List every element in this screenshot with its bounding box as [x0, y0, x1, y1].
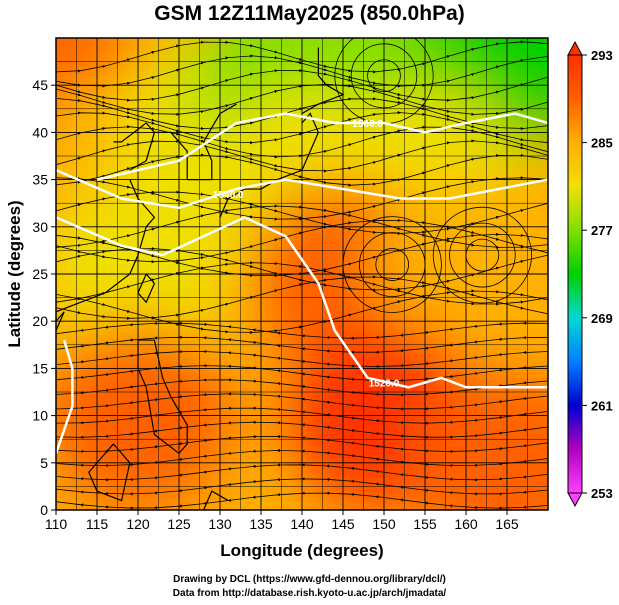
streamline-19 — [56, 349, 548, 369]
x-tick-label: 155 — [413, 516, 437, 532]
x-axis-ticks: 110 115 120 125 130 135 140 145 150 155 160 165 — [45, 510, 519, 532]
circulation-center-1-ring-1 — [359, 232, 426, 297]
colorbar-tick-label: 285 — [591, 136, 613, 151]
streamline-16 — [56, 392, 548, 411]
contour-label-1: 1540.0 — [213, 190, 244, 201]
circulation-center-1-ring-2 — [342, 216, 442, 313]
x-tick-label: 135 — [249, 516, 273, 532]
y-tick-label: 35 — [32, 172, 48, 188]
colorbar-tick-label: 277 — [591, 223, 613, 238]
y-tick-label: 0 — [40, 502, 48, 518]
colorbar: 253 261 269 277 285 293 — [567, 40, 613, 508]
plot-area: 1560.0 1540.0 1520.0 — [56, 38, 548, 510]
y-tick-label: 40 — [32, 124, 48, 140]
height-contour-0 — [96, 112, 548, 181]
wind-streamlines — [56, 38, 548, 510]
y-tick-label: 25 — [32, 266, 48, 282]
y-tick-label: 15 — [32, 360, 48, 376]
x-tick-label: 120 — [126, 516, 150, 532]
x-tick-label: 145 — [331, 516, 355, 532]
height-contours: 1560.0 1540.0 1520.0 — [56, 112, 548, 454]
y-tick-label: 45 — [32, 77, 48, 93]
credit-drawing: Drawing by DCL (https://www.gfd-dennou.o… — [173, 574, 446, 585]
streamline-15 — [56, 406, 548, 425]
streamline-18 — [56, 363, 548, 383]
y-axis-label: Latitude (degrees) — [5, 200, 24, 347]
circulation-center-0-ring-0 — [367, 59, 401, 93]
x-axis-label: Longitude (degrees) — [220, 541, 383, 560]
x-tick-label: 110 — [45, 516, 68, 532]
height-contour-1 — [56, 169, 548, 210]
x-tick-label: 140 — [290, 516, 314, 532]
streamline-30 — [56, 176, 548, 221]
colorbar-tick-label: 293 — [591, 48, 613, 63]
y-axis-ticks: 0 5 10 15 20 25 30 35 40 45 — [32, 77, 56, 518]
circulation-center-1-ring-0 — [375, 248, 410, 281]
streamline-8 — [56, 40, 548, 74]
colorbar-tick-label: 261 — [591, 398, 613, 413]
streamline-17 — [56, 378, 548, 397]
y-tick-label: 10 — [32, 408, 48, 424]
height-contour-3 — [56, 339, 74, 454]
colorbar-tick-label: 253 — [591, 486, 613, 501]
circulation-center-0-ring-1 — [350, 43, 418, 109]
y-tick-label: 20 — [32, 313, 48, 329]
x-tick-label: 125 — [167, 516, 191, 532]
contour-label-2: 1520.0 — [369, 379, 400, 390]
x-tick-label: 160 — [454, 516, 478, 532]
x-tick-label: 150 — [372, 516, 396, 532]
circulation-center-2-ring-2 — [432, 206, 532, 304]
x-tick-label: 165 — [495, 516, 519, 532]
credit-data-source: Data from http://database.rish.kyoto-u.a… — [172, 588, 447, 599]
y-tick-label: 30 — [32, 219, 48, 235]
circulation-center-2-ring-1 — [449, 222, 516, 288]
x-tick-label: 130 — [208, 516, 232, 532]
colorbar-tick-label: 269 — [591, 311, 613, 326]
circulation-center-2-ring-0 — [465, 238, 500, 272]
contour-label-0: 1560.0 — [352, 119, 383, 130]
y-tick-label: 5 — [40, 455, 48, 471]
chart-title: GSM 12Z11May2025 (850.0hPa) — [154, 2, 465, 25]
height-contour-2 — [56, 216, 548, 389]
x-tick-label: 115 — [86, 516, 109, 532]
